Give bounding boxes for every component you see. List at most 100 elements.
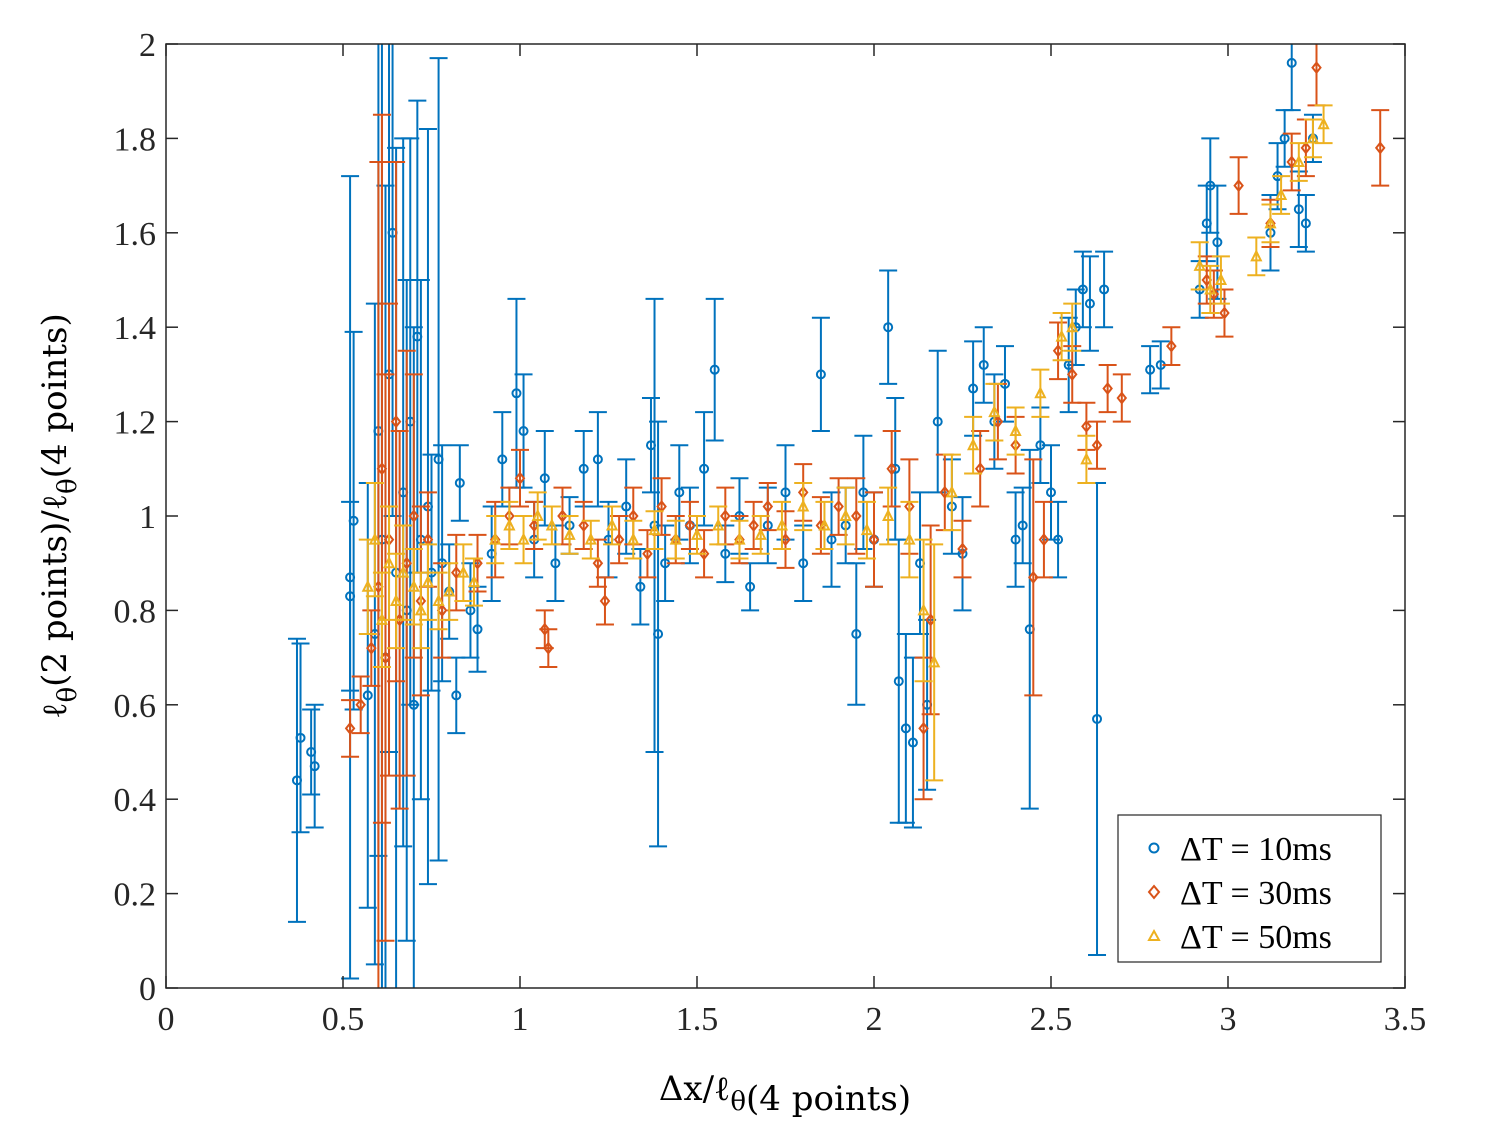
data-point: [517, 532, 530, 545]
data-point: [798, 558, 809, 569]
data-point: [745, 581, 756, 592]
data-point: [1116, 391, 1128, 405]
data-point: [860, 522, 874, 536]
data-point: [754, 527, 767, 540]
data-point: [674, 487, 685, 498]
data-point: [1091, 438, 1103, 452]
data-point: [1311, 60, 1322, 75]
data-point: [605, 518, 619, 531]
legend-label-30ms: ΔT = 30ms: [1180, 875, 1332, 912]
data-point: [368, 532, 381, 545]
legend-item-10ms: ΔT = 10ms: [1148, 831, 1332, 868]
data-point: [1009, 423, 1022, 437]
data-point: [1084, 298, 1095, 309]
data-point: [698, 547, 710, 561]
data-point: [539, 473, 550, 484]
data-point: [797, 499, 810, 512]
y-tick-label: 1.4: [114, 310, 157, 347]
legend-label-50ms: ΔT = 50ms: [1180, 919, 1332, 956]
legend-box: [1117, 814, 1382, 963]
data-point: [563, 527, 576, 540]
data-point: [684, 518, 696, 533]
x-axis-label: Δx/ℓθ(4 points): [659, 1069, 911, 1119]
x-axis-label-sub-text: (4 points): [746, 1079, 911, 1119]
legend-marker-10ms: [1148, 842, 1160, 854]
data-point: [543, 641, 554, 655]
x-tick-label: 0: [158, 1001, 175, 1038]
data-point: [903, 532, 916, 545]
data-point: [599, 594, 611, 608]
data-point: [917, 603, 930, 616]
x-tick-label: 1: [512, 1001, 529, 1038]
legend-marker-50ms: [1147, 928, 1161, 941]
data-point: [1219, 306, 1230, 320]
data-point: [932, 416, 943, 427]
x-tick-label: 1.5: [676, 1001, 719, 1038]
legend-marker-30ms: [1147, 884, 1161, 900]
data-point: [988, 404, 1001, 418]
data-point: [699, 463, 710, 474]
data-point: [839, 508, 852, 521]
y-axis-label-sub2: θ: [53, 478, 83, 494]
y-tick-label: 0.2: [114, 877, 157, 914]
data-point: [457, 565, 470, 578]
data-point: [967, 437, 980, 451]
data-point: [1017, 520, 1028, 531]
data-point: [818, 518, 831, 531]
y-tick-label: 1: [139, 499, 156, 536]
data-point: [450, 566, 462, 580]
data-point: [1300, 141, 1312, 155]
data-point: [1214, 272, 1228, 285]
data-point: [653, 629, 664, 639]
data-point: [642, 547, 653, 561]
data-point: [578, 518, 590, 533]
series-layer: [287, 44, 1390, 988]
data-point: [389, 593, 403, 606]
data-point: [514, 471, 526, 485]
data-point: [1046, 487, 1056, 498]
data-point: [851, 509, 862, 523]
data-point: [1274, 187, 1288, 201]
data-point: [1374, 141, 1386, 155]
data-point: [414, 603, 427, 616]
data-point: [309, 761, 320, 772]
data-point: [1010, 534, 1021, 545]
data-point: [868, 532, 880, 547]
data-point: [550, 558, 561, 569]
x-axis-label-main: Δx/ℓ: [659, 1069, 730, 1109]
data-point: [1286, 155, 1298, 169]
data-point: [1233, 178, 1244, 193]
data-point: [907, 737, 918, 748]
data-point: [720, 509, 731, 523]
data-point: [762, 499, 774, 514]
y-axis-label-mid: (2 points)/ℓ: [35, 494, 75, 687]
data-point: [978, 359, 989, 370]
data-point: [1028, 570, 1039, 584]
y-tick-label: 1.6: [114, 216, 157, 253]
data-point: [1053, 534, 1064, 545]
data-point: [1300, 218, 1311, 229]
data-point: [503, 518, 516, 531]
x-tick-label: 3.5: [1384, 1001, 1427, 1038]
data-point: [635, 581, 646, 592]
y-axis: 0 0.2 0.4 0.6 0.8 1 1.2 1.4 1.6 1.8 2: [114, 27, 1405, 1008]
y-axis-label-tail: (4 points): [35, 313, 75, 478]
y-tick-label: 0.6: [114, 688, 157, 725]
data-point: [1212, 237, 1223, 248]
data-point: [1102, 381, 1113, 396]
data-point: [1081, 419, 1092, 433]
y-axis-label: ℓθ(2 points)/ℓθ(4 points): [35, 313, 83, 719]
data-point: [1286, 57, 1297, 68]
data-point: [295, 732, 306, 743]
legend-item-50ms: ΔT = 50ms: [1147, 919, 1332, 956]
data-point: [883, 322, 894, 333]
data-point: [1077, 284, 1088, 295]
data-point: [1080, 452, 1093, 465]
data-point: [712, 518, 725, 531]
data-point: [1145, 364, 1156, 375]
data-point: [1292, 154, 1305, 167]
data-point: [851, 629, 862, 639]
data-point: [355, 698, 366, 712]
data-point: [584, 532, 597, 545]
data-point: [408, 509, 420, 523]
